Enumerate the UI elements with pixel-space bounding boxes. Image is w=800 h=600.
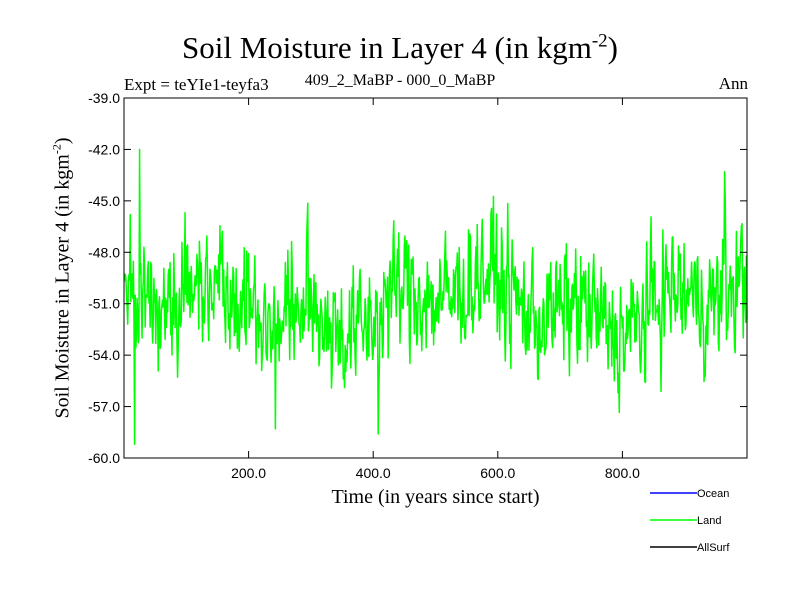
x-tick-label: 400.0 <box>356 465 391 481</box>
legend: Ocean Land AllSurf <box>650 488 730 554</box>
y-tick-label: -42.0 <box>88 141 120 157</box>
series-layer <box>123 148 748 446</box>
season-label: Ann <box>718 74 748 93</box>
experiment-label: Expt = teYIe1-teyfa3 <box>124 75 269 94</box>
y-tick-label: -60.0 <box>88 450 120 466</box>
x-axis-label: Time (in years since start) <box>331 486 540 508</box>
x-tick-label: 600.0 <box>480 465 515 481</box>
y-tick-label: -39.0 <box>88 90 120 106</box>
y-tick-label: -48.0 <box>88 244 120 260</box>
series-line-land <box>123 148 748 446</box>
period-label: 409_2_MaBP - 000_0_MaBP <box>304 72 496 89</box>
y-tick-label: -45.0 <box>88 193 120 209</box>
tick-layer: -60.0 -57.0 -54.0 -51.0 -48.0 -45.0 -42.0 -39.0… <box>88 90 747 481</box>
plot-frame <box>123 97 748 459</box>
x-tick-label: 800.0 <box>605 465 640 481</box>
legend-label-ocean: Ocean <box>697 488 729 500</box>
x-tick-label: 200.0 <box>231 465 266 481</box>
chart-title: Soil Moisture in Layer 4 (in kgm-2) <box>182 30 618 65</box>
legend-label-allsurf: AllSurf <box>697 542 730 554</box>
y-tick-label: -51.0 <box>88 296 120 312</box>
legend-label-land: Land <box>697 515 721 527</box>
y-tick-label: -54.0 <box>88 347 120 363</box>
y-tick-label: -57.0 <box>88 399 120 415</box>
